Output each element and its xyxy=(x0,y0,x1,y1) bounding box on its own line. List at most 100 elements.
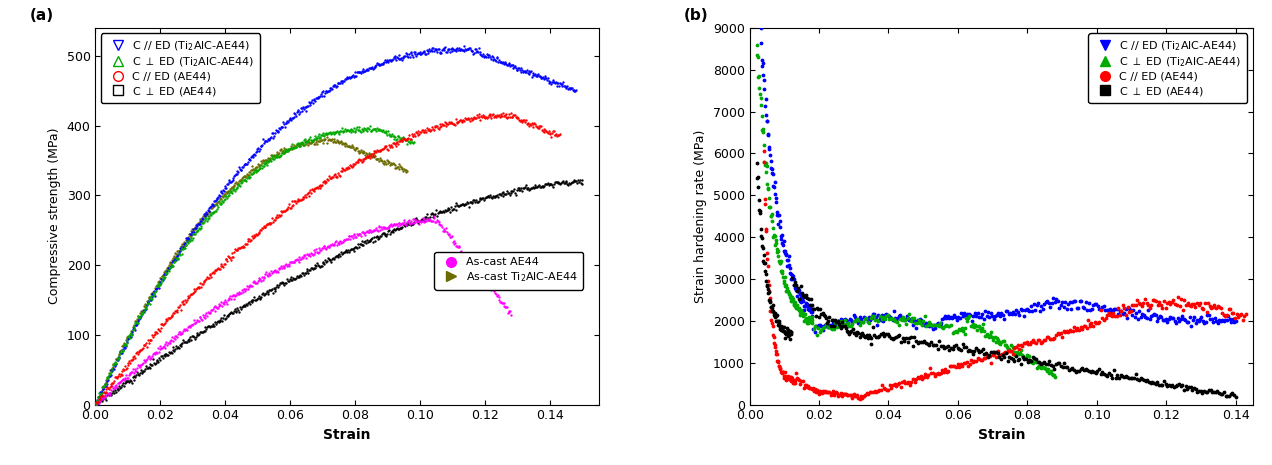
Point xyxy=(190,285,210,292)
Point xyxy=(448,201,468,209)
Point xyxy=(488,191,509,198)
Point xyxy=(757,249,777,257)
Point xyxy=(468,110,488,118)
Point xyxy=(845,313,865,321)
Point xyxy=(140,296,160,303)
Point xyxy=(878,311,898,318)
Point xyxy=(183,333,204,341)
Point xyxy=(393,54,413,61)
Point xyxy=(206,266,226,273)
Point xyxy=(525,72,546,80)
Point xyxy=(920,318,940,325)
Point xyxy=(403,139,424,146)
Point xyxy=(485,57,505,64)
Point xyxy=(346,243,366,250)
Point xyxy=(131,309,151,316)
Point xyxy=(1024,357,1044,364)
Point xyxy=(280,261,300,268)
Point xyxy=(519,186,539,194)
Point xyxy=(1086,300,1107,308)
Point xyxy=(97,377,117,384)
Point xyxy=(308,184,328,192)
Point xyxy=(378,227,398,235)
Point xyxy=(318,243,338,251)
Point xyxy=(940,362,960,369)
Point xyxy=(94,394,114,401)
Point xyxy=(317,87,337,95)
Point xyxy=(1000,310,1020,317)
Point xyxy=(1063,298,1084,305)
Point xyxy=(748,73,768,80)
Point xyxy=(120,357,140,365)
Point xyxy=(328,80,349,87)
Point xyxy=(486,113,506,120)
Point xyxy=(102,380,122,388)
Point xyxy=(931,342,951,350)
Point xyxy=(261,286,281,294)
Point xyxy=(474,113,495,120)
Point xyxy=(906,319,926,327)
Point xyxy=(1122,311,1142,319)
Point xyxy=(909,339,930,346)
Point xyxy=(238,168,258,176)
Point xyxy=(550,82,570,90)
Point xyxy=(232,243,252,251)
Point xyxy=(903,376,923,383)
Point xyxy=(287,273,308,280)
Point xyxy=(429,45,449,53)
Point xyxy=(473,112,494,119)
Point xyxy=(159,265,179,272)
Point xyxy=(448,202,468,210)
Point xyxy=(794,310,814,318)
Point xyxy=(398,219,418,226)
Point xyxy=(125,367,145,375)
Point xyxy=(857,334,878,341)
Point xyxy=(1039,299,1060,307)
Point xyxy=(158,351,178,358)
Point xyxy=(343,143,364,151)
Point xyxy=(1033,305,1053,312)
Point xyxy=(829,322,850,329)
Point xyxy=(379,226,399,234)
Point xyxy=(149,278,169,285)
Point xyxy=(941,345,962,352)
Point xyxy=(1122,374,1142,382)
Point xyxy=(145,288,165,296)
Point xyxy=(418,46,439,53)
Point xyxy=(268,153,289,160)
Point xyxy=(991,338,1011,345)
Point xyxy=(482,286,502,293)
Point xyxy=(483,55,504,63)
Point xyxy=(784,377,804,385)
Point xyxy=(216,312,237,319)
Point xyxy=(426,123,446,130)
Point xyxy=(756,96,776,103)
Point xyxy=(818,317,838,325)
Point xyxy=(850,395,870,403)
Point xyxy=(410,130,430,138)
Point xyxy=(915,321,935,329)
Point xyxy=(916,339,936,346)
Point xyxy=(100,391,121,398)
Point xyxy=(452,249,472,257)
Point xyxy=(266,154,286,161)
Point xyxy=(206,320,226,327)
Point xyxy=(98,372,118,379)
Point xyxy=(244,166,265,173)
Point xyxy=(1020,358,1040,365)
Point xyxy=(355,151,375,159)
Point xyxy=(750,40,771,47)
Point xyxy=(955,344,976,351)
Point xyxy=(97,375,117,383)
Point xyxy=(814,323,834,330)
Point xyxy=(266,287,286,294)
Point xyxy=(177,239,197,246)
Point xyxy=(523,71,543,79)
Point xyxy=(501,61,522,68)
Point xyxy=(814,311,834,319)
Point xyxy=(238,155,258,163)
Point xyxy=(121,370,141,377)
Point xyxy=(915,370,935,378)
Point xyxy=(200,207,220,214)
Point xyxy=(378,57,398,64)
